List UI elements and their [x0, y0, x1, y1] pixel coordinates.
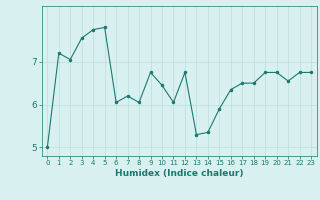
X-axis label: Humidex (Indice chaleur): Humidex (Indice chaleur): [115, 169, 244, 178]
